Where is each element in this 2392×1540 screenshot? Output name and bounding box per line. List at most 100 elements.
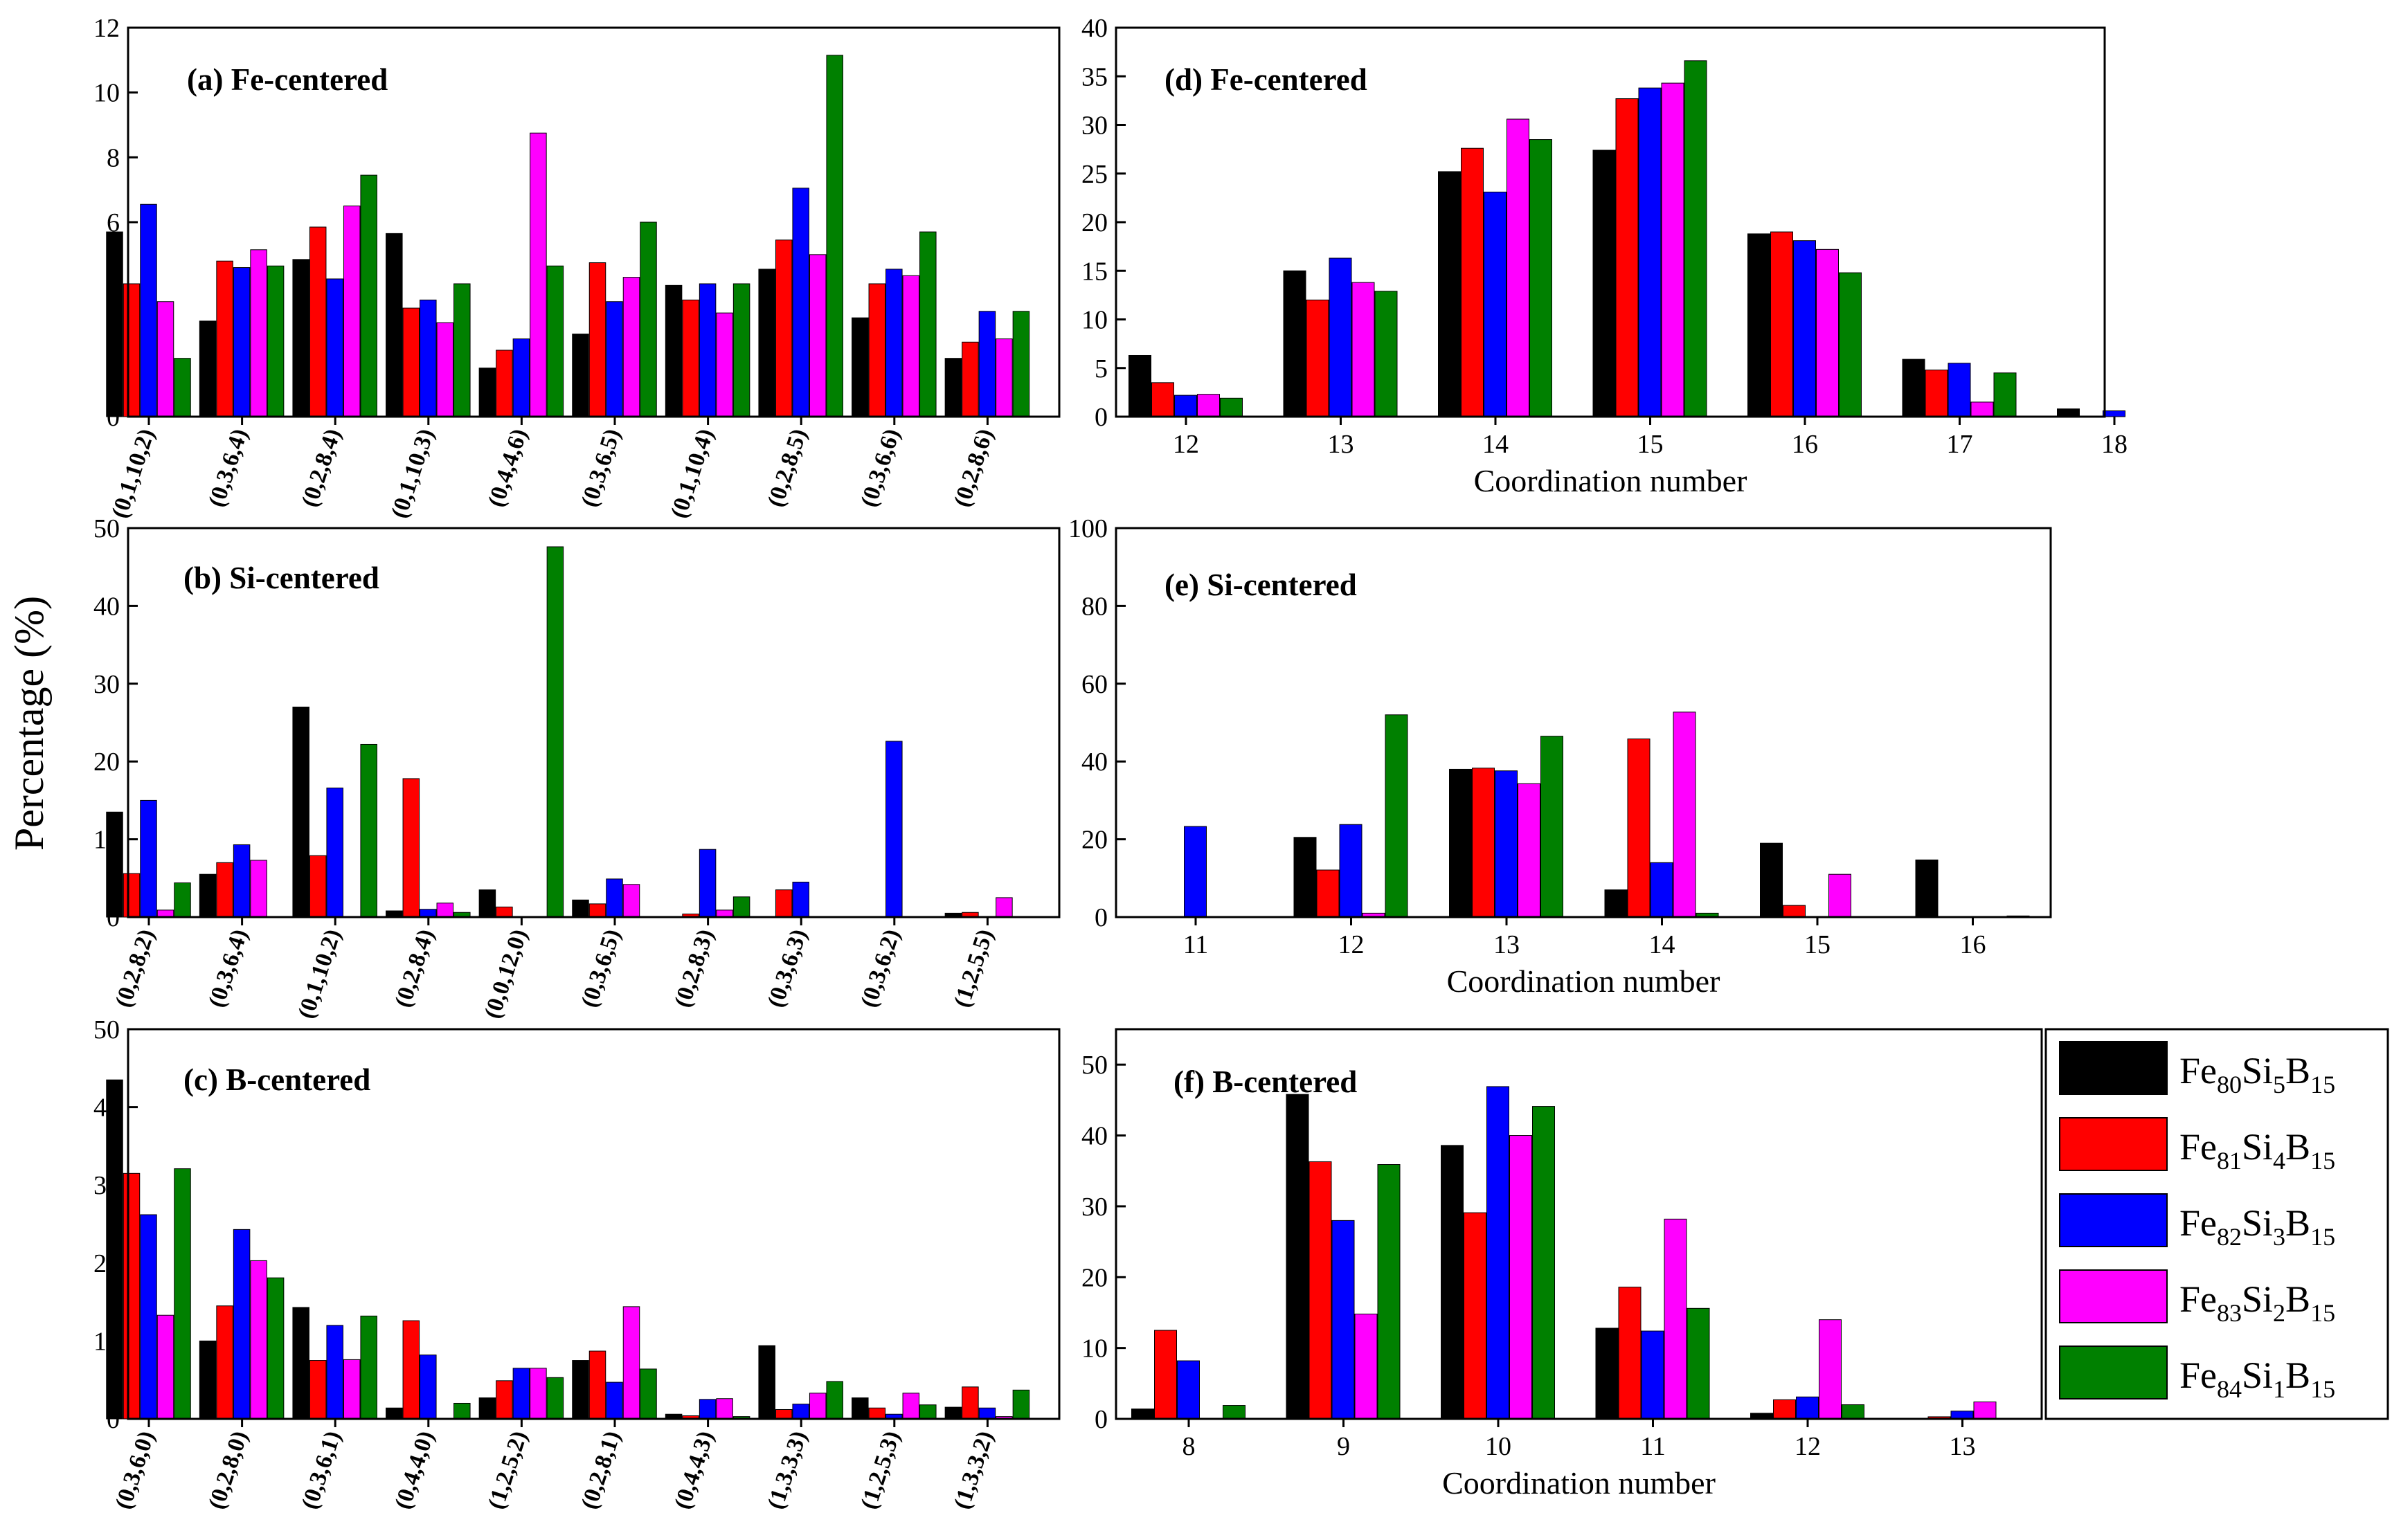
legend-text: Si (2242, 1355, 2273, 1396)
bar-a-s80 (572, 334, 589, 417)
bar-c-s84 (640, 1368, 657, 1420)
y-tick-label: 50 (93, 1015, 120, 1044)
legend-text: B (2285, 1050, 2310, 1091)
y-tick-label: 50 (93, 514, 120, 543)
bar-a-s81 (309, 226, 327, 417)
bar-a-s81 (775, 239, 793, 417)
bar-f-s80 (1595, 1328, 1619, 1420)
bar-c-s81 (216, 1305, 233, 1420)
bar-b-s83 (716, 909, 733, 918)
bar-c-s81 (588, 1350, 606, 1420)
bar-c-s80 (944, 1406, 962, 1420)
bar-c-s81 (123, 1172, 141, 1420)
y-axis-label: Percentage (%) (6, 596, 52, 851)
bar-d-s80 (1438, 171, 1461, 417)
bar-c-s82 (420, 1355, 437, 1420)
bar-e-s80 (1760, 842, 1783, 918)
y-tick-label: 20 (1081, 1263, 1108, 1292)
bar-b-s82 (699, 849, 717, 918)
bar-a-s83 (996, 338, 1013, 417)
bar-b-s83 (622, 884, 640, 918)
bar-c-s82 (699, 1399, 717, 1420)
bar-c-s80 (852, 1397, 869, 1420)
y-tick-label: 0 (1095, 1405, 1108, 1434)
legend-subscript: 4 (2273, 1147, 2285, 1175)
bar-f-s82 (1796, 1396, 1819, 1420)
category-label: 9 (1337, 1432, 1350, 1461)
legend-text: B (2285, 1278, 2310, 1320)
bar-c-s84 (360, 1315, 377, 1420)
bar-b-s83 (996, 897, 1013, 918)
bar-d-s82 (1948, 363, 1971, 417)
category-label: 15 (1804, 930, 1831, 959)
bar-a-s83 (156, 301, 174, 417)
legend-text: B (2285, 1202, 2310, 1244)
bar-d-s84 (1529, 139, 1552, 417)
bar-c-s81 (309, 1360, 327, 1420)
bar-f-s84 (1532, 1106, 1555, 1420)
bar-d-s83 (1661, 82, 1684, 417)
y-tick-label: 6 (107, 208, 120, 237)
bar-a-s83 (902, 275, 920, 417)
category-label: (0,3,6,5) (577, 926, 626, 1011)
y-tick-label: 40 (1081, 1122, 1108, 1151)
bar-d-s83 (1351, 282, 1375, 417)
bar-f-s82 (1486, 1086, 1509, 1420)
y-tick-label: 25 (1081, 160, 1108, 189)
plot-frame (127, 26, 1061, 418)
bar-e-s84 (1540, 736, 1563, 918)
legend-text: Fe (2179, 1278, 2217, 1320)
panel-title: (e) Si-centered (1164, 568, 1357, 602)
panel-b: 01020304050(0,2,8,2)(0,3,6,4)(0,1,10,2)(… (93, 514, 1061, 1022)
bar-b-s80 (106, 811, 123, 918)
legend-subscript: 15 (2310, 1223, 2335, 1251)
legend-subscript: 15 (2310, 1375, 2335, 1403)
category-label: (0,3,6,4) (204, 426, 253, 510)
category-label: (0,3,6,1) (297, 1428, 346, 1512)
bar-a-s82 (978, 311, 996, 417)
bar-d-s82 (1638, 87, 1662, 417)
bar-c-s81 (496, 1380, 513, 1420)
bar-c-s83 (250, 1260, 267, 1420)
y-tick-label: 10 (1081, 306, 1108, 335)
bar-d-s82 (1484, 191, 1507, 417)
bar-f-s80 (1286, 1094, 1309, 1420)
category-label: (0,1,10,2) (293, 926, 345, 1022)
category-label: (0,2,8,3) (669, 926, 719, 1011)
bar-a-s84 (826, 55, 843, 417)
bar-a-s81 (123, 283, 141, 417)
bar-f-s83 (1354, 1314, 1378, 1420)
panel-e: 0 20 40 60 80 100 11 12 13 14 15 16 (e) Si-centered C… (1068, 514, 2052, 999)
category-label: 10 (1485, 1432, 1511, 1461)
bar-d-s82 (1174, 395, 1197, 417)
plot-frame (1115, 1028, 2043, 1420)
y-tick-label: 100 (1068, 514, 1108, 543)
bar-d-s81 (1306, 299, 1329, 417)
bar-b-s81 (588, 903, 606, 918)
bar-c-s84 (453, 1402, 471, 1420)
bar-c-s81 (868, 1407, 886, 1420)
bar-c-s83 (156, 1314, 174, 1420)
bar-e-s81 (1316, 869, 1340, 918)
bar-d-s83 (1816, 248, 1839, 417)
bar-f-s83 (1973, 1401, 1997, 1420)
bar-c-s80 (572, 1360, 589, 1420)
bar-a-s84 (174, 358, 191, 417)
bar-e-s83 (1828, 873, 1851, 918)
bar-a-s83 (622, 277, 640, 417)
bar-f-s83 (1664, 1218, 1687, 1420)
bar-d-s81 (1151, 382, 1174, 417)
category-label: 11 (1640, 1432, 1666, 1461)
bar-d-s83 (1507, 118, 1529, 417)
bar-a-s80 (106, 231, 123, 417)
bar-e-s81 (1783, 905, 1806, 918)
bar-a-s80 (386, 233, 403, 417)
x-axis-label: Coordination number (1447, 963, 1720, 999)
category-label: 13 (1328, 430, 1354, 459)
bar-a-s84 (546, 265, 564, 417)
legend-subscript: 2 (2273, 1299, 2285, 1327)
category-label: (0,2,8,6) (949, 426, 998, 510)
plot-frame (1115, 527, 2052, 918)
legend-text: Si (2242, 1278, 2273, 1320)
bar-b-s81 (775, 889, 793, 918)
